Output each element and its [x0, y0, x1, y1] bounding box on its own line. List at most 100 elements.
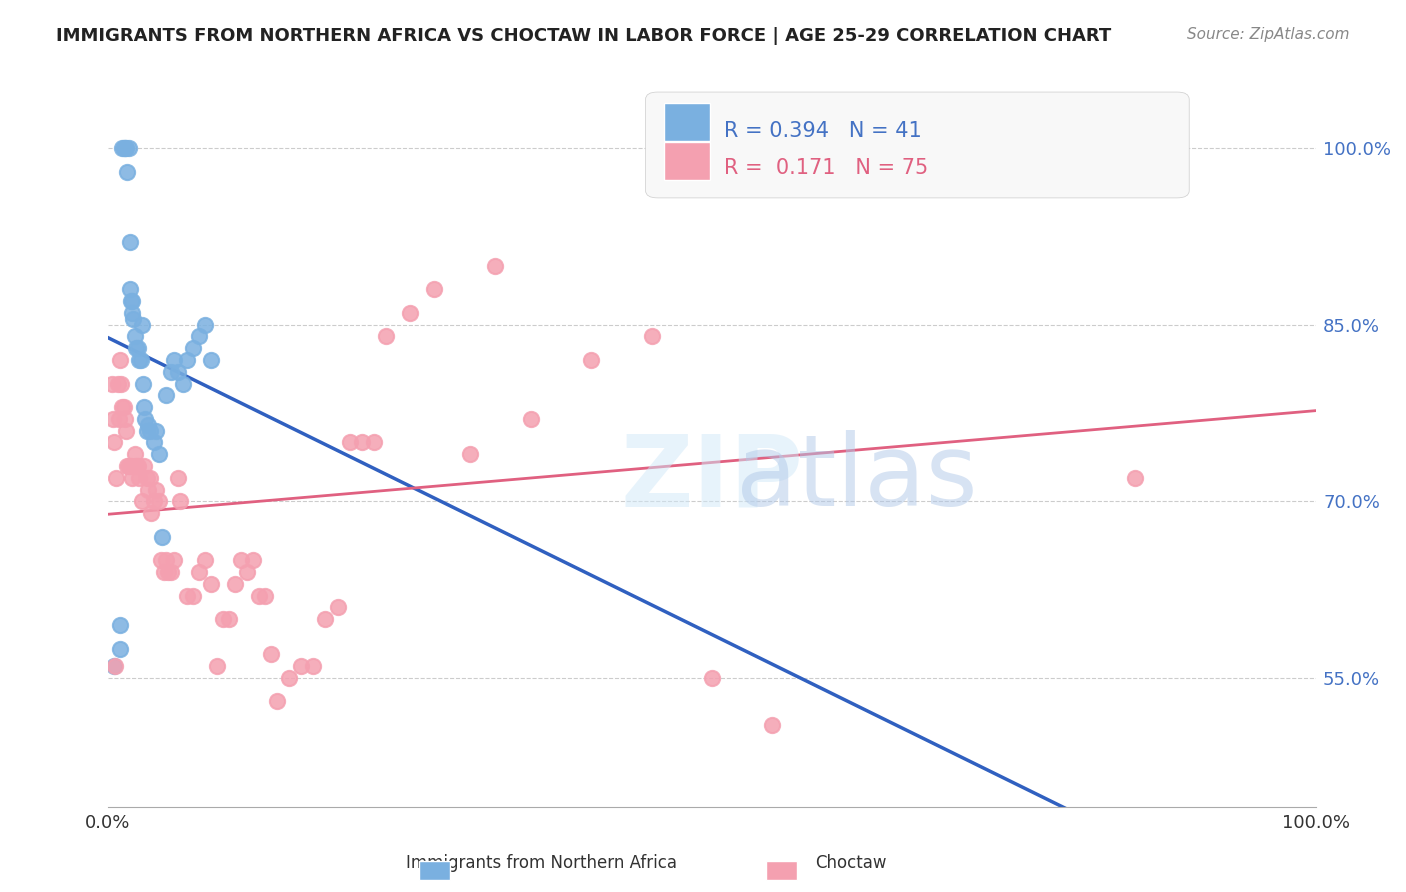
Point — [110, 376, 132, 391]
Point — [128, 471, 150, 485]
Point — [266, 694, 288, 708]
Point — [117, 458, 139, 473]
Point — [254, 589, 277, 603]
Point — [120, 458, 142, 473]
Point — [399, 306, 422, 320]
Point — [118, 458, 141, 473]
Point — [157, 565, 180, 579]
Point — [247, 589, 270, 603]
FancyBboxPatch shape — [664, 103, 710, 141]
Point — [211, 612, 233, 626]
Point — [1002, 141, 1025, 155]
Point — [108, 353, 131, 368]
Point — [302, 659, 325, 673]
Point — [114, 141, 136, 155]
Point — [155, 553, 177, 567]
Point — [579, 353, 602, 368]
Point — [115, 141, 138, 155]
Point — [112, 400, 135, 414]
Point — [167, 365, 190, 379]
Point — [108, 412, 131, 426]
Point — [145, 424, 167, 438]
Point — [125, 458, 148, 473]
Point — [108, 618, 131, 632]
Point — [640, 329, 662, 343]
Point — [150, 553, 173, 567]
Point — [163, 353, 186, 368]
FancyBboxPatch shape — [645, 92, 1189, 198]
Point — [128, 353, 150, 368]
Point — [761, 718, 783, 732]
Point — [176, 589, 198, 603]
Point — [124, 329, 146, 343]
Point — [129, 353, 152, 368]
Point — [260, 648, 283, 662]
Point — [326, 600, 349, 615]
Point — [363, 435, 385, 450]
Point — [484, 259, 506, 273]
Point — [105, 471, 128, 485]
Point — [111, 400, 134, 414]
Point — [117, 164, 139, 178]
Point — [121, 471, 143, 485]
Point — [122, 311, 145, 326]
Point — [134, 400, 156, 414]
Point — [111, 141, 134, 155]
Point — [100, 376, 122, 391]
Text: Source: ZipAtlas.com: Source: ZipAtlas.com — [1187, 27, 1350, 42]
Point — [200, 353, 222, 368]
Point — [120, 294, 142, 309]
Point — [121, 294, 143, 309]
Point — [205, 659, 228, 673]
Point — [159, 365, 181, 379]
Point — [236, 565, 259, 579]
Point — [374, 329, 396, 343]
Point — [150, 530, 173, 544]
Point — [101, 412, 124, 426]
Point — [117, 141, 139, 155]
Point — [127, 341, 149, 355]
Point — [142, 494, 165, 508]
Point — [181, 341, 204, 355]
Point — [339, 435, 361, 450]
Point — [290, 659, 312, 673]
Point — [134, 458, 156, 473]
Text: Immigrants from Northern Africa: Immigrants from Northern Africa — [406, 855, 676, 872]
Point — [176, 353, 198, 368]
Point — [460, 447, 482, 461]
Point — [108, 641, 131, 656]
Point — [125, 341, 148, 355]
Text: R =  0.171   N = 75: R = 0.171 N = 75 — [724, 158, 928, 178]
Point — [148, 494, 170, 508]
Point — [131, 494, 153, 508]
Text: Choctaw: Choctaw — [815, 855, 886, 872]
Point — [169, 494, 191, 508]
Point — [127, 458, 149, 473]
Point — [139, 424, 162, 438]
Point — [172, 376, 194, 391]
Point — [103, 659, 125, 673]
Point — [132, 376, 155, 391]
Point — [229, 553, 252, 567]
Point — [224, 576, 246, 591]
Point — [155, 388, 177, 402]
Point — [700, 671, 723, 685]
Point — [131, 318, 153, 332]
Point — [148, 447, 170, 461]
Point — [350, 435, 373, 450]
Point — [423, 282, 446, 296]
Point — [136, 417, 159, 432]
Point — [194, 553, 217, 567]
Text: IMMIGRANTS FROM NORTHERN AFRICA VS CHOCTAW IN LABOR FORCE | AGE 25-29 CORRELATIO: IMMIGRANTS FROM NORTHERN AFRICA VS CHOCT… — [56, 27, 1112, 45]
Point — [181, 589, 204, 603]
Point — [187, 329, 209, 343]
Point — [136, 483, 159, 497]
Point — [167, 471, 190, 485]
Point — [114, 412, 136, 426]
Point — [115, 424, 138, 438]
Point — [121, 306, 143, 320]
Point — [142, 435, 165, 450]
Point — [134, 412, 156, 426]
Point — [187, 565, 209, 579]
Point — [159, 565, 181, 579]
